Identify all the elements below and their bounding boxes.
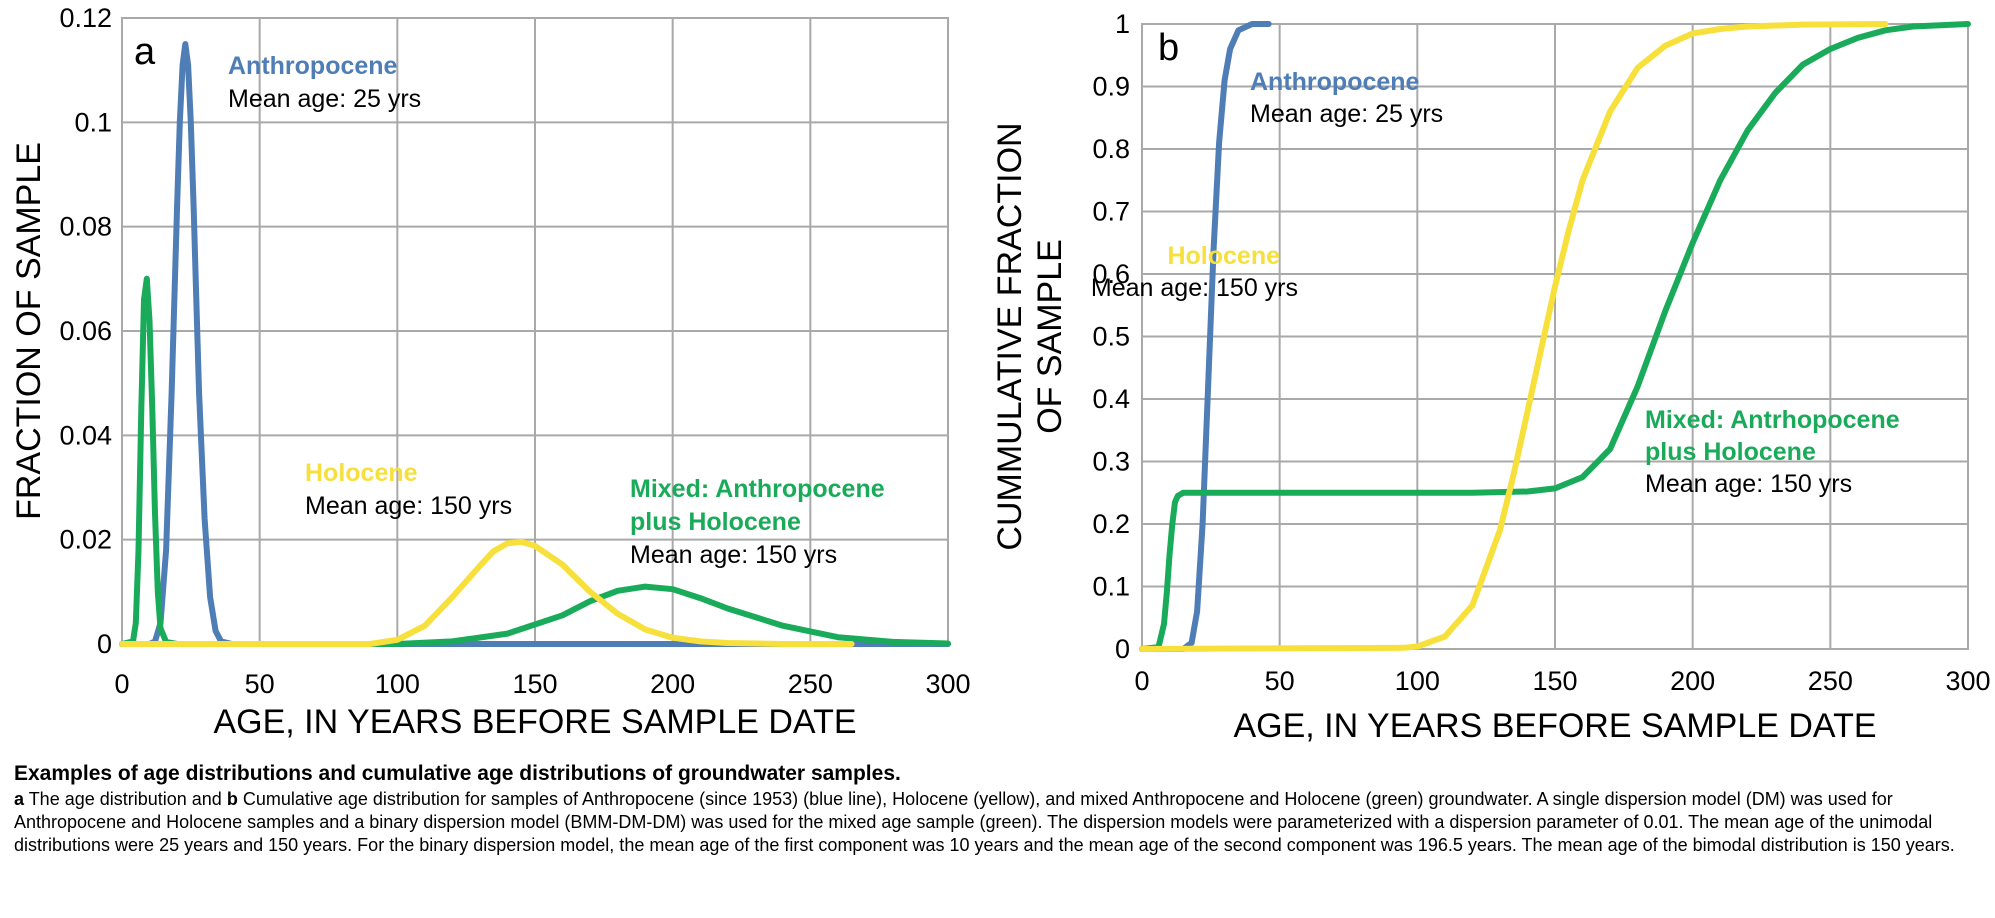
y-tick-label: 0 [1115, 634, 1130, 664]
x-tick-label: 50 [1265, 666, 1295, 696]
annotation-mean-age-mixed: Mean age: 150 yrs [1645, 470, 1852, 498]
x-tick-label: 0 [1134, 666, 1149, 696]
x-axis-label: AGE, IN YEARS BEFORE SAMPLE DATE [1233, 707, 1876, 745]
caption-label-a: a [14, 789, 25, 809]
x-tick-label: 100 [1395, 666, 1440, 696]
y-tick-label: 0.8 [1092, 134, 1130, 164]
x-tick-label: 150 [1532, 666, 1577, 696]
x-tick-label: 0 [114, 669, 129, 699]
y-tick-label: 0.3 [1092, 447, 1130, 477]
y-tick-label: 0.12 [59, 3, 112, 33]
annotation-title-mixed: plus Holocene [630, 508, 801, 536]
x-tick-label: 50 [245, 669, 275, 699]
y-tick-label: 0.7 [1092, 197, 1130, 227]
series-line-holocene [119, 538, 855, 647]
caption-title: Examples of age distributions and cumula… [14, 762, 901, 785]
annotation-mean-age-anthropocene: Mean age: 25 yrs [228, 85, 421, 113]
y-tick-label: 0.08 [59, 212, 112, 242]
annotation-title-holocene: Holocene [1167, 242, 1280, 270]
annotation-title-mixed: Mixed: Antrhopocene [1645, 406, 1900, 434]
y-tick-label: 0.1 [74, 107, 112, 137]
annotation-mean-age-mixed: Mean age: 150 yrs [630, 541, 837, 569]
y-tick-label: 0.6 [1092, 259, 1130, 289]
caption-text-b: Cumulative age distribution for samples … [14, 789, 1955, 855]
y-tick-label: 0.4 [1092, 384, 1130, 414]
annotation-title-mixed: Mixed: Anthropocene [630, 475, 885, 503]
caption-text-a: The age distribution and [24, 789, 227, 809]
y-axis-label: FRACTION OF SAMPLE [10, 142, 48, 520]
series-line-holocene [1139, 21, 1889, 652]
caption-label-b: b [226, 789, 238, 809]
series-line-anthropocene [1139, 21, 1272, 652]
y-tick-label: 0.1 [1092, 572, 1130, 602]
x-tick-label: 200 [1670, 666, 1715, 696]
annotation-title-anthropocene: Anthropocene [228, 52, 398, 80]
chart-panel-a: 0 50 100 150 200 250 300 0 0.02 0.04 0.06 0.08 0.1 0.… [10, 3, 971, 741]
y-tick-label: 1 [1115, 9, 1130, 39]
x-tick-label: 150 [512, 669, 557, 699]
x-tick-label: 300 [925, 669, 970, 699]
x-tick-label: 300 [1945, 666, 1990, 696]
figure-caption: Examples of age distributions and cumula… [14, 760, 1982, 857]
y-tick-label: 0.2 [1092, 509, 1130, 539]
y-axis-label: CUMMULATIVE FRACTIONOF SAMPLE [991, 122, 1069, 550]
x-tick-label: 200 [650, 669, 695, 699]
panel-label: b [1158, 27, 1179, 69]
annotation-mean-age-holocene: Mean age: 150 yrs [305, 492, 512, 520]
annotation-mean-age-anthropocene: Mean age: 25 yrs [1250, 100, 1443, 128]
chart-panel-b: 0 50 100 150 200 250 300 0 0.1 0.2 0.3 0.4 0.5 0.6 0.7… [991, 9, 1991, 745]
panel-label: a [134, 31, 156, 73]
caption-body: a The age distribution and b Cumulative … [14, 788, 1982, 857]
series-line-mixed [1139, 21, 1971, 652]
plot-frame [1141, 23, 1969, 650]
annotation-title-holocene: Holocene [305, 459, 418, 487]
y-tick-label: 0.02 [59, 525, 112, 555]
series-line-anthropocene [119, 41, 951, 647]
x-tick-label: 250 [788, 669, 833, 699]
x-tick-label: 100 [375, 669, 420, 699]
y-tick-label: 0.04 [59, 420, 112, 450]
y-tick-label: 0 [97, 629, 112, 659]
y-tick-label: 0.06 [59, 316, 112, 346]
annotation-title-mixed: plus Holocene [1645, 438, 1816, 466]
annotation-title-anthropocene: Anthropocene [1250, 68, 1420, 96]
y-tick-label: 0.5 [1092, 322, 1130, 352]
figure: 0 50 100 150 200 250 30000.020.040.060.080.10.… [10, 3, 1991, 745]
y-tick-label: 0.9 [1092, 72, 1130, 102]
x-tick-label: 250 [1808, 666, 1853, 696]
x-axis-label: AGE, IN YEARS BEFORE SAMPLE DATE [213, 703, 856, 741]
annotation-mean-age-holocene: Mean age: 150 yrs [1091, 274, 1298, 302]
